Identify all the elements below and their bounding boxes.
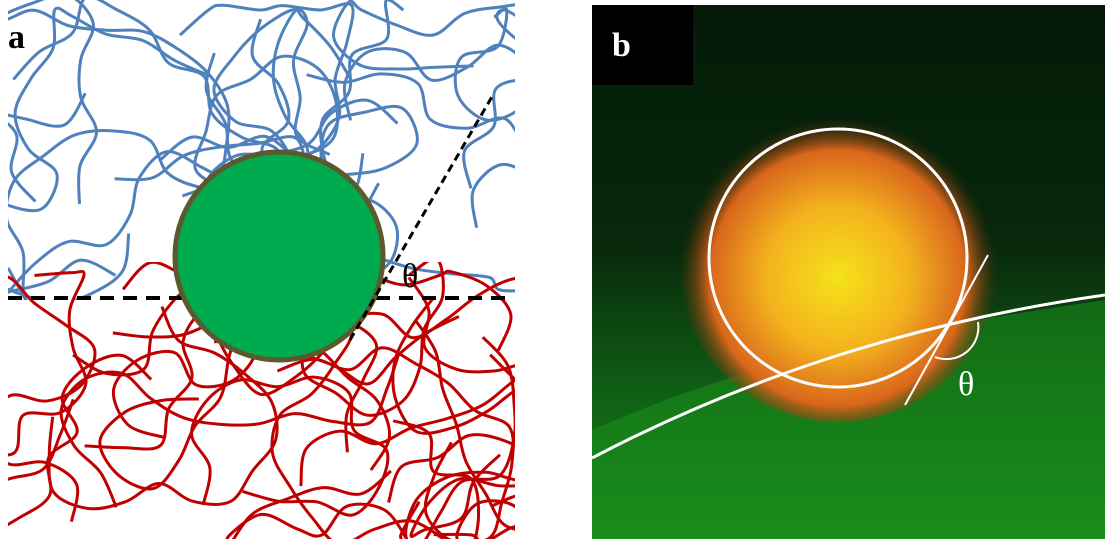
panel-label: a: [8, 19, 25, 56]
figure-svg: a θ b θ: [0, 0, 1105, 539]
figure: a θ b θ: [0, 0, 1105, 539]
particle: [175, 152, 383, 360]
angle-label: θ: [402, 258, 418, 295]
angle-label: θ: [958, 366, 974, 403]
droplet-glow: [678, 102, 998, 422]
polymer-strand: [472, 80, 610, 296]
polymer-strand: [0, 275, 95, 521]
label-box: [592, 5, 693, 85]
micrograph: [592, 5, 1105, 539]
panel-label: b: [612, 27, 631, 64]
